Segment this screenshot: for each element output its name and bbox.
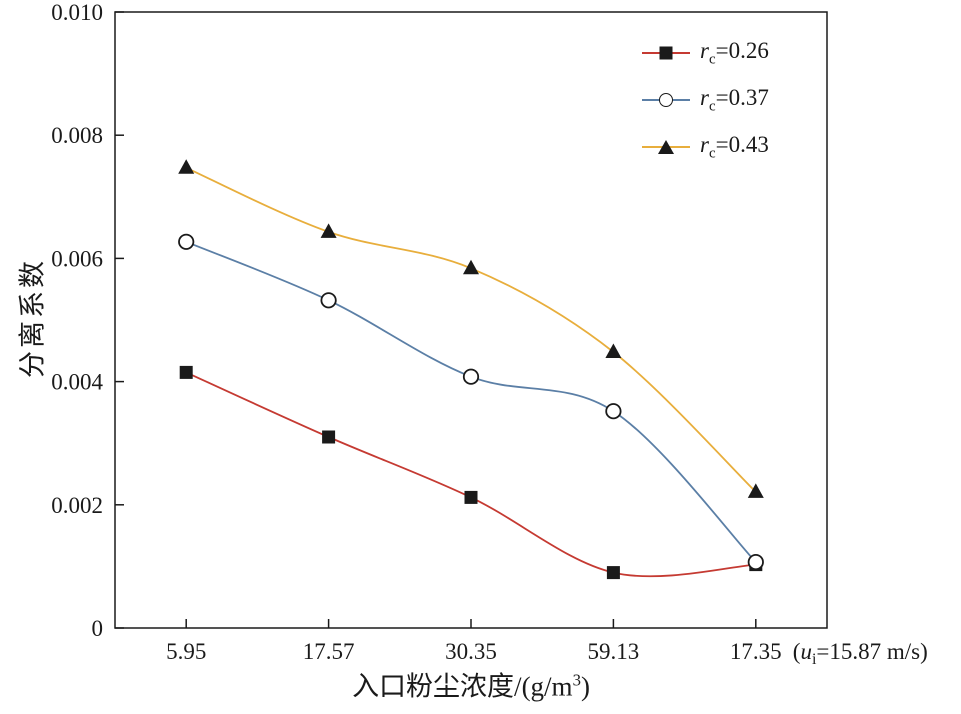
legend-label: rc=0.43 [700, 132, 769, 163]
square-marker-icon [606, 566, 620, 580]
y-tick-label: 0.002 [51, 493, 103, 518]
legend-var: r [700, 84, 709, 110]
legend: rc=0.26 rc=0.37 rc=0.43 [642, 36, 769, 164]
x-axis-label-text: 入口粉尘浓度/(g/m [352, 671, 573, 702]
y-tick-label: 0.006 [51, 246, 103, 271]
x-axis-label-close: ) [580, 671, 590, 702]
legend-sub: c [708, 145, 716, 162]
triangle-marker-icon [463, 259, 479, 275]
legend-item-rc-026: rc=0.26 [642, 36, 769, 70]
x-tick-label: 59.13 [588, 639, 640, 664]
series-line-2 [185, 166, 757, 493]
x-tick-label: 17.35 [730, 639, 782, 664]
y-tick-label: 0 [92, 616, 104, 641]
legend-label: rc=0.26 [700, 38, 769, 69]
x-tick-label: 30.35 [445, 639, 497, 664]
x-tick-label: 5.95 [166, 639, 206, 664]
x-axis-label: 入口粉尘浓度/(g/m3) [352, 665, 590, 704]
legend-value: =0.43 [715, 131, 769, 157]
x-tick-label: 17.57 [303, 639, 355, 664]
legend-var: r [700, 37, 709, 63]
triangle-marker-icon [747, 483, 764, 498]
y-tick-label: 0.004 [51, 370, 103, 395]
legend-var: r [700, 131, 709, 157]
y-axis-label: 分离系数 [17, 258, 48, 378]
circle-marker-icon [462, 368, 480, 385]
legend-value: =0.26 [715, 37, 769, 63]
triangle-marker-icon [178, 159, 195, 174]
legend-label: rc=0.37 [700, 85, 769, 116]
triangle-marker-icon [605, 343, 622, 358]
legend-sub: c [708, 51, 716, 68]
circle-marker-icon [605, 403, 622, 420]
triangle-marker-icon [320, 223, 337, 238]
legend-item-rc-043: rc=0.43 [642, 130, 769, 164]
x-axis-note: (ui=15.87 m/s) [793, 639, 928, 668]
square-marker-icon [179, 365, 193, 379]
x-axis-label-superscript: 3 [572, 670, 581, 690]
legend-sample [642, 90, 690, 110]
circle-marker-icon [178, 233, 195, 250]
circle-marker-icon [320, 292, 337, 309]
legend-sub: c [708, 98, 716, 115]
square-marker-icon [322, 430, 336, 444]
legend-sample [642, 43, 690, 63]
legend-value: =0.37 [715, 84, 769, 110]
circle-marker-icon [747, 553, 764, 571]
legend-sample [642, 137, 690, 157]
legend-item-rc-037: rc=0.37 [642, 83, 769, 117]
square-marker-icon [464, 490, 478, 504]
series-line-1 [185, 240, 757, 563]
y-tick-label: 0.008 [51, 123, 103, 148]
circle-marker-icon [659, 93, 673, 107]
triangle-marker-icon [658, 140, 674, 154]
y-tick-label: 0.010 [51, 0, 103, 25]
square-marker-icon [659, 46, 673, 60]
